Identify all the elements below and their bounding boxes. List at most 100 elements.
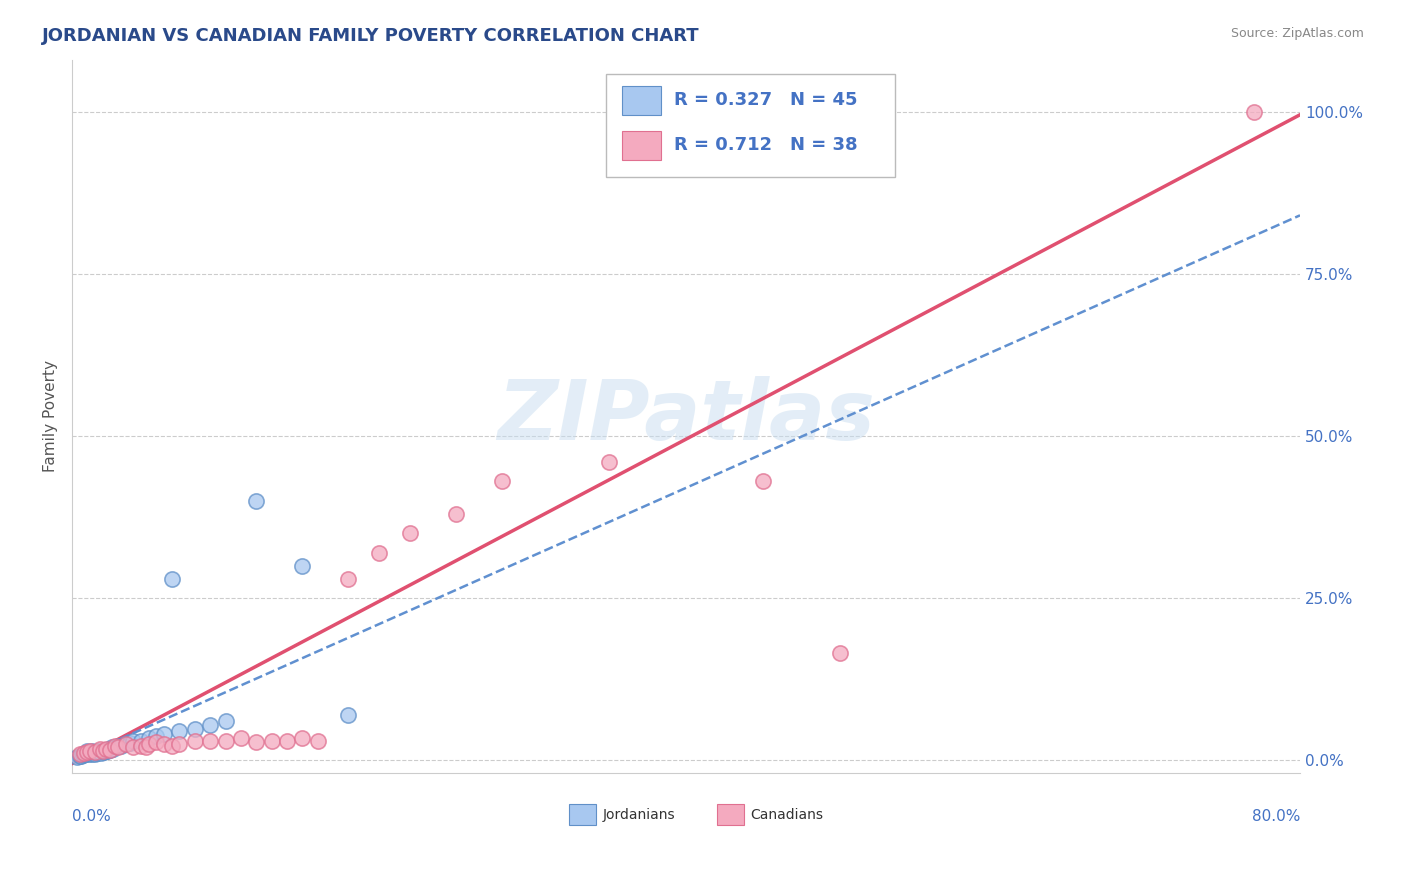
Point — [245, 493, 267, 508]
Point — [107, 739, 129, 753]
Point — [94, 741, 117, 756]
Text: Canadians: Canadians — [749, 808, 823, 822]
Point — [94, 743, 117, 757]
Point — [129, 734, 152, 748]
Text: Jordanians: Jordanians — [603, 808, 675, 822]
Point — [80, 744, 103, 758]
Point — [138, 737, 160, 751]
Point — [160, 739, 183, 753]
Text: 80.0%: 80.0% — [1251, 809, 1301, 824]
Point — [89, 741, 111, 756]
FancyBboxPatch shape — [623, 131, 661, 160]
Point — [145, 735, 167, 749]
Point — [120, 736, 142, 750]
Point — [1243, 104, 1265, 119]
Point — [77, 747, 100, 761]
Point — [491, 475, 513, 489]
Point — [114, 737, 136, 751]
Point — [75, 747, 97, 761]
Point — [73, 747, 96, 761]
Point — [93, 745, 115, 759]
Point — [198, 734, 221, 748]
Point — [84, 745, 107, 759]
Point — [138, 731, 160, 745]
Point — [76, 746, 98, 760]
Point — [69, 749, 91, 764]
Point — [97, 741, 120, 756]
Text: N = 45: N = 45 — [790, 91, 858, 110]
Point — [337, 572, 360, 586]
Point — [103, 741, 125, 756]
Point — [69, 747, 91, 761]
Point — [752, 475, 775, 489]
Point — [70, 748, 93, 763]
Text: R = 0.327: R = 0.327 — [673, 91, 772, 110]
Point — [122, 740, 145, 755]
Point — [84, 745, 107, 759]
Point — [76, 745, 98, 759]
Point — [145, 729, 167, 743]
FancyBboxPatch shape — [606, 74, 894, 178]
Text: ZIPatlas: ZIPatlas — [498, 376, 875, 457]
Point — [89, 745, 111, 759]
Point — [100, 743, 122, 757]
Y-axis label: Family Poverty: Family Poverty — [44, 360, 58, 473]
Point — [368, 546, 391, 560]
Point — [291, 558, 314, 573]
FancyBboxPatch shape — [569, 804, 596, 825]
Point — [291, 731, 314, 745]
Point — [91, 744, 114, 758]
Point — [79, 744, 101, 758]
FancyBboxPatch shape — [717, 804, 744, 825]
Point — [214, 734, 236, 748]
Point — [129, 739, 152, 753]
Point — [214, 714, 236, 729]
Point — [83, 746, 105, 760]
Point — [276, 734, 298, 748]
Point — [153, 727, 176, 741]
Point — [169, 724, 191, 739]
Point — [104, 739, 127, 753]
Point — [94, 744, 117, 758]
Point — [398, 526, 420, 541]
Point — [72, 748, 94, 763]
Point — [184, 734, 207, 748]
Point — [245, 735, 267, 749]
Text: N = 38: N = 38 — [790, 136, 858, 154]
Point — [100, 743, 122, 757]
Point — [337, 708, 360, 723]
Point — [307, 734, 329, 748]
Point — [101, 740, 124, 755]
Text: JORDANIAN VS CANADIAN FAMILY POVERTY CORRELATION CHART: JORDANIAN VS CANADIAN FAMILY POVERTY COR… — [42, 27, 700, 45]
Point — [260, 734, 283, 748]
Point — [79, 746, 101, 760]
Point — [90, 746, 112, 760]
Point — [135, 740, 157, 755]
Point — [598, 455, 620, 469]
Point — [169, 737, 191, 751]
Point — [91, 744, 114, 758]
Point — [84, 747, 107, 761]
Point — [80, 747, 103, 761]
Point — [828, 646, 851, 660]
Point — [160, 572, 183, 586]
FancyBboxPatch shape — [623, 86, 661, 114]
Point — [122, 734, 145, 748]
Point — [198, 717, 221, 731]
Point — [114, 737, 136, 751]
Text: Source: ZipAtlas.com: Source: ZipAtlas.com — [1230, 27, 1364, 40]
Point — [229, 731, 252, 745]
Point — [65, 750, 87, 764]
Point — [153, 737, 176, 751]
Point — [184, 723, 207, 737]
Point — [73, 746, 96, 760]
Point — [444, 507, 467, 521]
Point — [107, 740, 129, 755]
Point — [87, 744, 110, 758]
Point — [86, 746, 108, 760]
Point — [96, 744, 118, 758]
Point — [110, 739, 132, 753]
Text: 0.0%: 0.0% — [72, 809, 111, 824]
Text: R = 0.712: R = 0.712 — [673, 136, 772, 154]
Point — [76, 744, 98, 758]
